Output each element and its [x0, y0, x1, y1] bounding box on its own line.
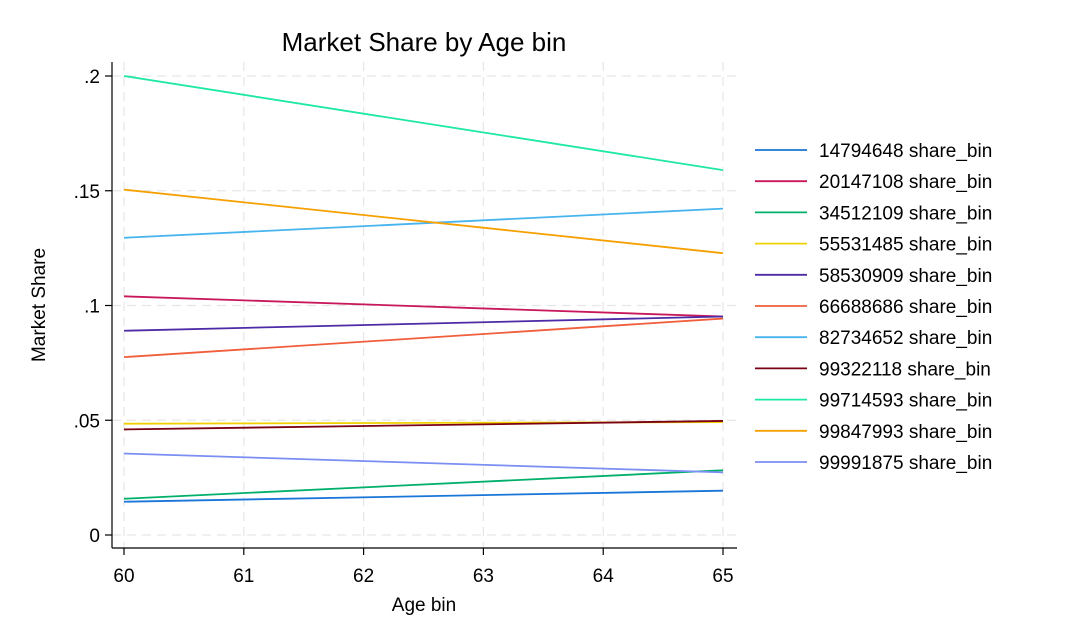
chart-title: Market Share by Age bin	[282, 27, 567, 57]
x-tick-label: 61	[233, 566, 254, 587]
y-tick-label: .15	[74, 182, 100, 203]
x-tick-label: 63	[473, 566, 494, 587]
series-line	[123, 317, 724, 359]
series-line	[123, 452, 724, 474]
series-lines	[123, 75, 724, 503]
series-line	[123, 295, 724, 318]
legend-label: 66688686 share_bin	[819, 297, 992, 318]
x-tick-label: 65	[712, 566, 733, 587]
legend-label: 34512109 share_bin	[819, 203, 992, 224]
x-tick-label: 64	[593, 566, 615, 587]
legend-label: 14794648 share_bin	[819, 141, 992, 162]
series-line	[123, 420, 724, 431]
y-tick-label: 0	[89, 526, 100, 547]
series-line	[123, 188, 724, 255]
legend-label: 99714593 share_bin	[819, 391, 992, 412]
grid	[112, 62, 737, 548]
series-line	[123, 315, 724, 332]
legend-label: 99322118 share_bin	[819, 359, 991, 380]
legend: 14794648 share_bin 20147108 share_bin 3451…	[755, 141, 992, 474]
legend-label: 99991875 share_bin	[819, 453, 992, 474]
y-axis-label: Market Share	[29, 248, 50, 362]
y-tick-label: .05	[74, 411, 100, 432]
y-axis-ticks: 0 .05 .1 .15 .2	[74, 67, 112, 547]
legend-label: 99847993 share_bin	[819, 422, 992, 443]
legend-label: 58530909 share_bin	[819, 266, 992, 287]
x-axis-label: Age bin	[392, 595, 456, 616]
legend-label: 55531485 share_bin	[819, 235, 992, 256]
series-line	[123, 489, 724, 503]
series-line	[123, 207, 724, 239]
legend-label: 82734652 share_bin	[819, 328, 992, 349]
series-line	[123, 469, 724, 500]
legend-label: 20147108 share_bin	[819, 172, 992, 193]
x-axis-ticks: 60 61 62 63 64 65	[113, 548, 734, 587]
series-line	[123, 75, 724, 171]
y-tick-label: .1	[84, 297, 100, 318]
x-tick-label: 62	[353, 566, 374, 587]
x-tick-label: 60	[113, 566, 134, 587]
y-tick-label: .2	[84, 67, 100, 88]
